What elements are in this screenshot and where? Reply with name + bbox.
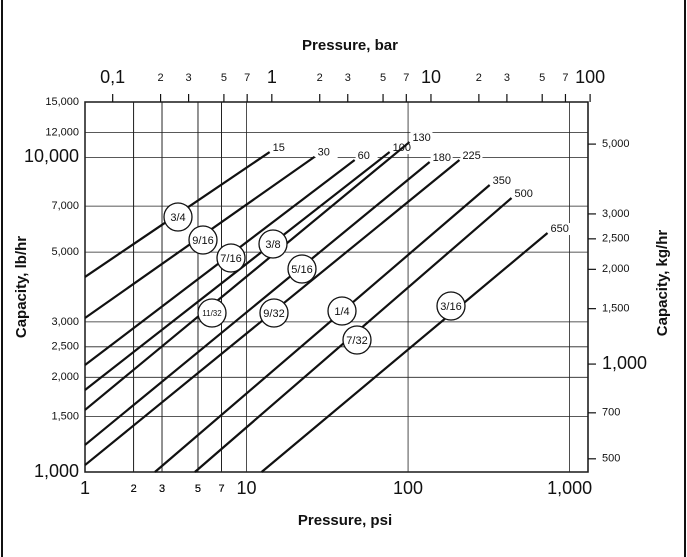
line-label: 500 bbox=[515, 188, 533, 200]
x-tick-label: 2 bbox=[131, 483, 137, 495]
size-callout bbox=[259, 298, 289, 328]
x-tick-label: 1,000 bbox=[547, 478, 592, 498]
y-tick-label: 2,000 bbox=[51, 371, 79, 383]
x-tick-label: 2 bbox=[131, 483, 137, 495]
size-callout bbox=[436, 291, 466, 321]
line-label-bg bbox=[460, 150, 483, 163]
line-label-bg bbox=[512, 187, 535, 200]
x-tick-label: 10 bbox=[237, 478, 257, 498]
size-label: 1/4 bbox=[334, 306, 349, 318]
size-label: 3/16 bbox=[440, 301, 461, 313]
x2-tick-label: 2 bbox=[158, 72, 164, 84]
size-callout bbox=[163, 202, 193, 232]
x-tick-label: 3 bbox=[159, 483, 165, 495]
x-tick-label: 7 bbox=[218, 483, 224, 495]
y-axis-title: Capacity, lb/hr bbox=[13, 236, 30, 338]
line-label: 130 bbox=[412, 132, 430, 144]
line-label-bg bbox=[490, 175, 513, 188]
line-label-bg bbox=[430, 151, 453, 164]
line-label: 30 bbox=[318, 147, 330, 159]
size-callout bbox=[342, 325, 372, 355]
size-label: 5/16 bbox=[291, 264, 312, 276]
capacity-line bbox=[260, 232, 549, 473]
x2-tick-label: 3 bbox=[504, 72, 510, 84]
x2-tick-label: 5 bbox=[539, 72, 545, 84]
size-callout bbox=[188, 225, 218, 255]
size-callout bbox=[216, 243, 246, 273]
x2-tick-label: 3 bbox=[345, 72, 351, 84]
line-label: 60 bbox=[358, 150, 370, 162]
y-tick-label: 12,000 bbox=[45, 126, 79, 138]
x-tick-label: 100 bbox=[393, 478, 423, 498]
x2-axis-title: Pressure, bar bbox=[302, 37, 398, 54]
x-axis-title: Pressure, psi bbox=[298, 512, 392, 529]
x-tick-label: 5 bbox=[195, 483, 201, 495]
x2-tick-label: 0,1 bbox=[100, 67, 125, 87]
x-tick-label: 3 bbox=[159, 483, 165, 495]
line-label-bg bbox=[410, 132, 433, 145]
y2-tick-label: 700 bbox=[602, 407, 620, 419]
y-tick-label: 3,000 bbox=[51, 316, 79, 328]
y2-tick-label: 1,000 bbox=[602, 353, 647, 373]
size-label: 3/4 bbox=[170, 212, 185, 224]
y-tick-label: 1,000 bbox=[34, 461, 79, 481]
y2-tick-label: 2,000 bbox=[602, 263, 630, 275]
size-label: 3/8 bbox=[265, 239, 280, 251]
x2-tick-label: 7 bbox=[244, 72, 250, 84]
line-label: 225 bbox=[462, 150, 480, 162]
y2-tick-label: 1,500 bbox=[602, 303, 630, 315]
line-label: 15 bbox=[273, 142, 285, 154]
x-tick-label: 7 bbox=[218, 483, 224, 495]
size-callout bbox=[197, 298, 227, 328]
y2-tick-label: 2,500 bbox=[602, 233, 630, 245]
x-tick-label: 1 bbox=[80, 478, 90, 498]
line-label: 650 bbox=[551, 223, 569, 235]
x2-tick-label: 5 bbox=[380, 72, 386, 84]
line-label-bg bbox=[355, 150, 378, 163]
x2-tick-label: 2 bbox=[317, 72, 323, 84]
x2-tick-label: 100 bbox=[575, 67, 605, 87]
x2-tick-label: 10 bbox=[421, 67, 441, 87]
size-label: 7/32 bbox=[346, 335, 367, 347]
size-label: 9/16 bbox=[192, 235, 213, 247]
capacity-line bbox=[84, 141, 411, 411]
size-callout bbox=[287, 254, 317, 284]
y-tick-label: 1,500 bbox=[51, 411, 79, 423]
x2-tick-label: 2 bbox=[476, 72, 482, 84]
x2-tick-label: 1 bbox=[267, 67, 277, 87]
size-label: 11/32 bbox=[202, 309, 222, 318]
y2-tick-label: 3,000 bbox=[602, 208, 630, 220]
y-tick-label: 15,000 bbox=[45, 96, 79, 108]
x2-tick-label: 7 bbox=[403, 72, 409, 84]
size-label: 7/16 bbox=[220, 253, 241, 265]
line-label-bg bbox=[315, 146, 338, 159]
y2-axis-title: Capacity, kg/hr bbox=[654, 230, 671, 337]
capacity-line bbox=[154, 184, 491, 473]
capacity-line bbox=[84, 161, 431, 446]
x-tick-label: 7 bbox=[218, 483, 224, 495]
y-tick-label: 7,000 bbox=[51, 200, 79, 212]
y-tick-label: 10,000 bbox=[24, 146, 79, 166]
line-label: 180 bbox=[433, 152, 451, 164]
x2-tick-label: 3 bbox=[186, 72, 192, 84]
y2-tick-label: 5,000 bbox=[602, 138, 630, 150]
x-tick-label: 5 bbox=[195, 483, 201, 495]
size-callout bbox=[258, 229, 288, 259]
x-tick-label: 2 bbox=[131, 483, 137, 495]
y-tick-label: 2,500 bbox=[51, 341, 79, 353]
size-label: 9/32 bbox=[263, 308, 284, 320]
line-label-bg bbox=[270, 142, 293, 155]
line-label-bg bbox=[548, 223, 571, 236]
y-tick-label: 5,000 bbox=[51, 246, 79, 258]
x-tick-label: 3 bbox=[159, 483, 165, 495]
x-tick-label: 5 bbox=[195, 483, 201, 495]
x2-tick-label: 7 bbox=[562, 72, 568, 84]
y2-tick-label: 500 bbox=[602, 453, 620, 465]
line-label: 350 bbox=[493, 175, 511, 187]
size-callout bbox=[327, 296, 357, 326]
x2-tick-label: 5 bbox=[221, 72, 227, 84]
